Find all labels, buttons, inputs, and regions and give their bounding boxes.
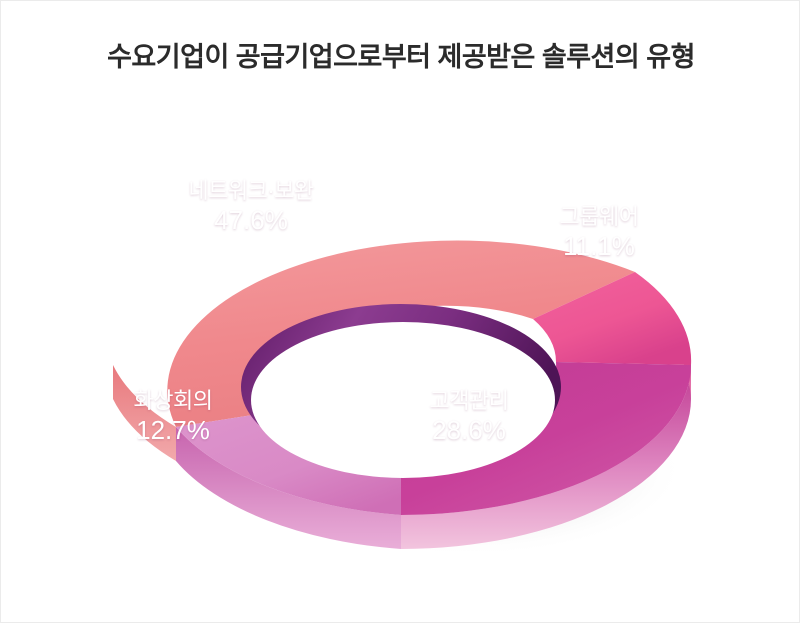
page-title: 수요기업이 공급기업으로부터 제공받은 솔루션의 유형 [107, 42, 695, 72]
donut-chart-svg [113, 240, 692, 557]
slice-video-conference[interactable] [176, 409, 401, 515]
donut-chart: 네트워크·보완 47.6% 그룹웨어 11.1% 고객관리 28.6% 화상회의… [1, 97, 800, 617]
donut-hole [241, 304, 561, 478]
slice-customer-management[interactable] [401, 362, 691, 515]
slice-groupware[interactable] [533, 272, 692, 365]
donut-hole-fill [251, 322, 555, 478]
